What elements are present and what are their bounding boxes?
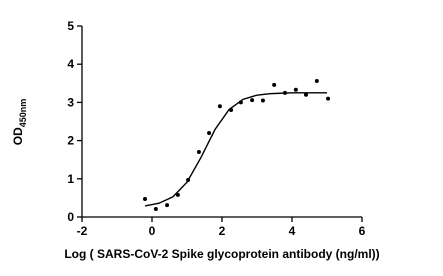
data-point xyxy=(238,100,243,105)
y-tick-label: 4 xyxy=(67,57,74,71)
y-tick-label: 2 xyxy=(67,134,74,148)
y-tick-label: 1 xyxy=(67,172,74,186)
data-point xyxy=(175,192,180,197)
x-axis-label: Log ( SARS-CoV-2 Spike glycoprotein anti… xyxy=(64,247,379,261)
data-point xyxy=(207,130,212,135)
data-point xyxy=(143,197,147,202)
data-point xyxy=(165,203,170,208)
data-point xyxy=(153,206,158,211)
data-point xyxy=(293,87,298,92)
x-tick-label: -2 xyxy=(77,224,88,238)
y-tick-label: 3 xyxy=(67,95,74,109)
data-point xyxy=(186,177,191,182)
data-point xyxy=(260,98,265,103)
data-point xyxy=(196,150,201,155)
data-point xyxy=(217,104,222,109)
y-tick-label: 0 xyxy=(67,210,74,224)
y-axis-label: OD450nm xyxy=(11,99,28,146)
data-point xyxy=(283,90,287,95)
data-point xyxy=(250,98,255,103)
data-point xyxy=(304,92,308,97)
x-tick-label: 2 xyxy=(219,224,226,238)
fit-curve xyxy=(144,92,327,207)
data-point xyxy=(326,96,331,101)
y-label-main: OD xyxy=(11,127,25,145)
data-point xyxy=(229,108,234,113)
y-tick-label: 5 xyxy=(67,19,74,33)
x-tick-label: 6 xyxy=(359,224,366,238)
data-point xyxy=(314,79,319,84)
data-point xyxy=(272,82,277,87)
y-label-sub: 450nm xyxy=(18,99,28,128)
x-tick-label: 0 xyxy=(149,224,156,238)
x-tick-label: 4 xyxy=(289,224,296,238)
